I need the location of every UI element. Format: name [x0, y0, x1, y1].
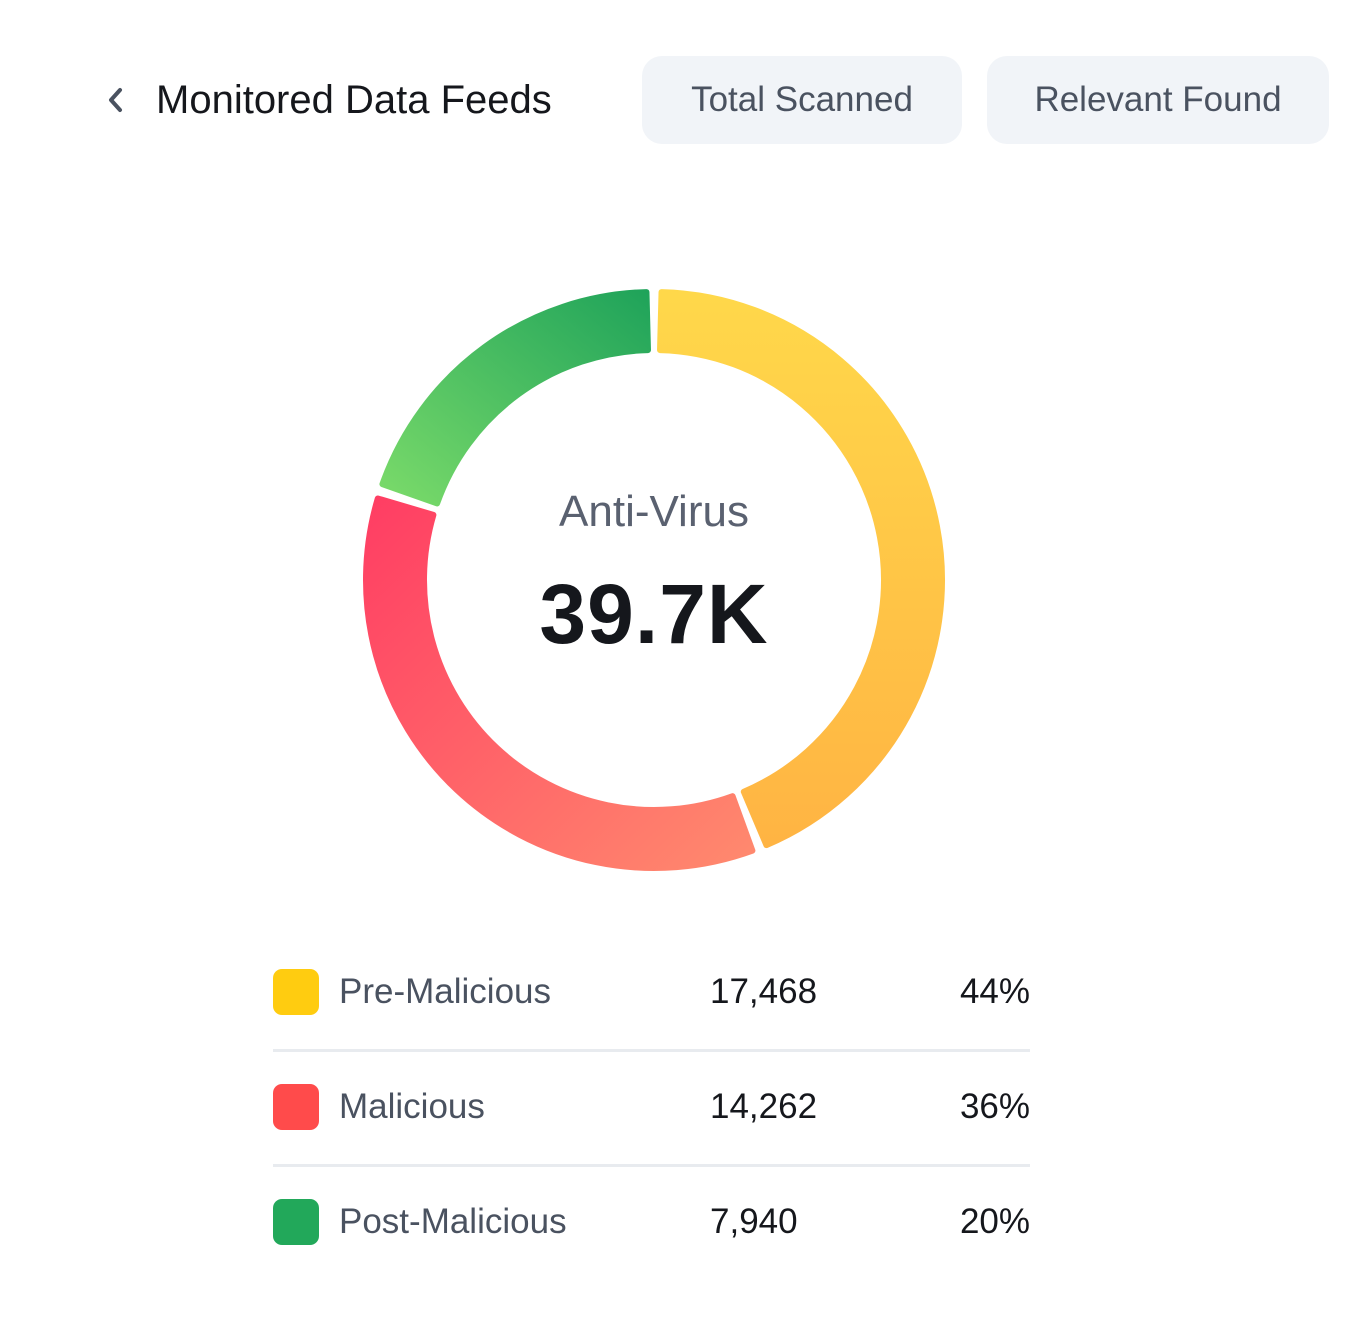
- chevron-left-icon: [109, 88, 122, 112]
- legend-name: Pre-Malicious: [339, 972, 551, 1011]
- legend-percent: 20%: [959, 1202, 1030, 1241]
- donut-segment-pre-malicious[interactable]: [657, 289, 945, 849]
- legend-name: Post-Malicious: [339, 1202, 567, 1241]
- legend-swatch-malicious: [273, 1084, 319, 1130]
- legend-percent: 36%: [959, 1087, 1030, 1126]
- legend-count: 17,468: [710, 972, 818, 1011]
- back-button[interactable]: [96, 80, 136, 120]
- legend-table: Pre-Malicious 17,468 44% Malicious 14,26…: [273, 937, 1030, 1279]
- tab-total-scanned[interactable]: Total Scanned: [642, 56, 962, 144]
- legend-swatch-pre-malicious: [273, 969, 319, 1015]
- legend-row-pre-malicious[interactable]: Pre-Malicious 17,468 44%: [273, 937, 1030, 1052]
- legend-name: Malicious: [339, 1087, 485, 1126]
- donut-segment-post-malicious[interactable]: [379, 289, 651, 507]
- donut-center-label: Anti-Virus: [559, 487, 749, 536]
- legend-count: 7,940: [710, 1202, 798, 1241]
- legend-swatch-post-malicious: [273, 1199, 319, 1245]
- donut-chart: Anti-Virus 39.7K: [354, 280, 954, 880]
- page-title: Monitored Data Feeds: [156, 78, 552, 122]
- donut-segment-malicious[interactable]: [363, 495, 756, 871]
- legend-row-malicious[interactable]: Malicious 14,262 36%: [273, 1052, 1030, 1167]
- donut-center-value: 39.7K: [539, 567, 769, 661]
- header: Monitored Data Feeds Total Scanned Relev…: [0, 56, 1365, 144]
- legend-percent: 44%: [959, 972, 1030, 1011]
- tab-relevant-found[interactable]: Relevant Found: [987, 56, 1329, 144]
- legend-count: 14,262: [710, 1087, 818, 1126]
- donut-chart-svg: [363, 289, 945, 871]
- legend-row-post-malicious[interactable]: Post-Malicious 7,940 20%: [273, 1167, 1030, 1279]
